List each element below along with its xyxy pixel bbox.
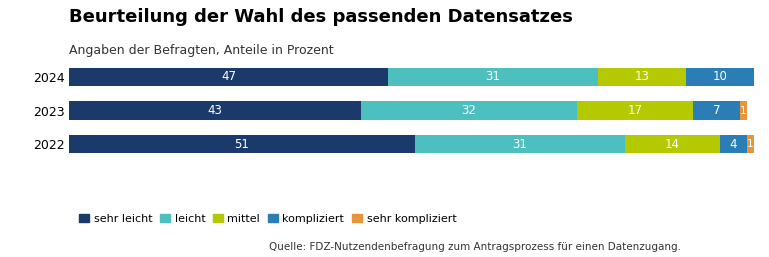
Text: 43: 43: [208, 104, 222, 117]
Bar: [578, 101, 693, 120]
Text: 47: 47: [221, 70, 236, 83]
Text: Angaben der Befragten, Anteile in Prozent: Angaben der Befragten, Anteile in Prozen…: [69, 44, 334, 57]
Bar: [625, 135, 720, 153]
Bar: [740, 101, 747, 120]
Bar: [69, 101, 361, 120]
Text: 17: 17: [628, 104, 643, 117]
Text: Quelle: FDZ-Nutzendenbefragung zum Antragsprozess für einen Datenzugang.: Quelle: FDZ-Nutzendenbefragung zum Antra…: [269, 242, 681, 252]
Bar: [747, 135, 754, 153]
Bar: [414, 135, 625, 153]
Text: 7: 7: [713, 104, 720, 117]
Legend: sehr leicht, leicht, mittel, kompliziert, sehr kompliziert: sehr leicht, leicht, mittel, kompliziert…: [75, 209, 461, 228]
Text: Beurteilung der Wahl des passenden Datensatzes: Beurteilung der Wahl des passenden Daten…: [69, 8, 573, 26]
Text: 31: 31: [485, 70, 500, 83]
Bar: [69, 68, 388, 86]
Text: 1: 1: [747, 139, 754, 149]
Bar: [686, 68, 754, 86]
Text: 4: 4: [730, 138, 737, 151]
Text: 51: 51: [235, 138, 249, 151]
Text: 31: 31: [512, 138, 528, 151]
Text: 10: 10: [712, 70, 727, 83]
Bar: [598, 68, 686, 86]
Text: 13: 13: [634, 70, 649, 83]
Text: 14: 14: [665, 138, 680, 151]
Text: 1: 1: [740, 106, 747, 115]
Bar: [720, 135, 747, 153]
Bar: [693, 101, 740, 120]
Bar: [361, 101, 578, 120]
Text: 32: 32: [461, 104, 477, 117]
Bar: [69, 135, 414, 153]
Bar: [388, 68, 598, 86]
